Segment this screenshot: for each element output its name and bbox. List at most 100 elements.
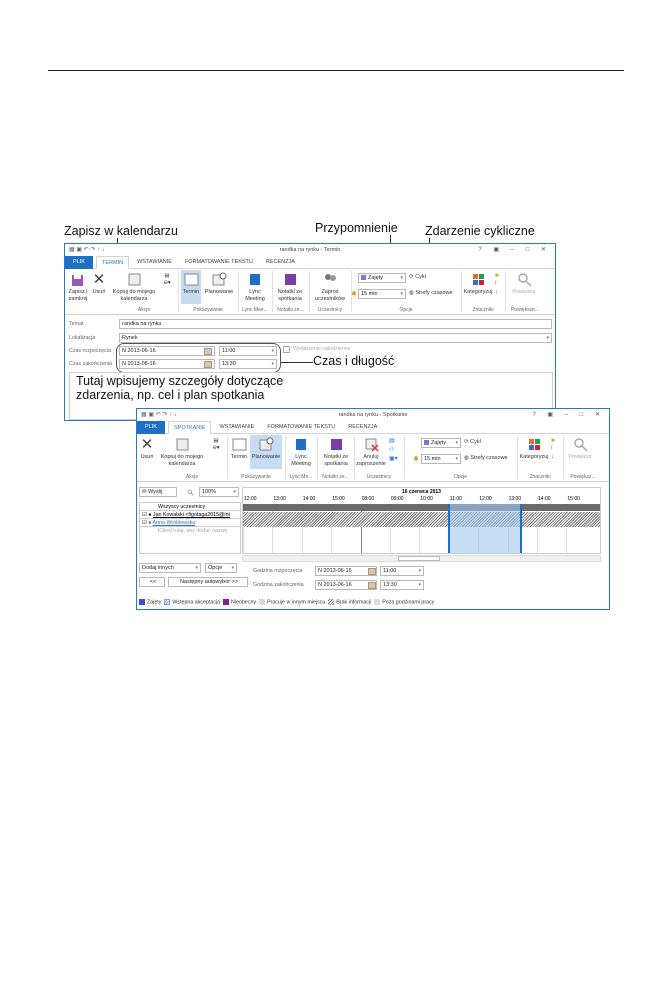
hour-label: 14:00 xyxy=(538,496,551,502)
tab-meeting[interactable]: SPOTKANIE xyxy=(168,421,212,434)
tab-review[interactable]: RECENZJA xyxy=(348,424,378,430)
appointment-window: ▦ ▣ ↶ ↷ ↑ ↓ randka na rynku - Termin ? ▣… xyxy=(64,243,556,421)
delete-button[interactable]: ✕ Usuń xyxy=(140,436,154,460)
window-controls[interactable]: ? ▣ – □ ✕ xyxy=(532,412,605,418)
tab-format[interactable]: FORMATOWANIE TEKSTU xyxy=(184,259,253,265)
recurrence-button[interactable]: ⟳ Cykl xyxy=(464,439,481,445)
callout-save: Zapisz w kalendarzu xyxy=(64,224,178,238)
zoom-button[interactable]: Powiększ xyxy=(509,272,539,296)
free-busy-grid[interactable]: 16 czerwca 2013 12:00 13:00 14:00 15:00 08:0… xyxy=(242,487,601,554)
hour-label: 09:00 xyxy=(391,496,404,502)
calendar-icon xyxy=(204,348,212,355)
window-controls[interactable]: ? ▣ – □ ✕ xyxy=(478,247,551,253)
tab-file[interactable]: PLIK xyxy=(65,256,93,269)
bell-icon xyxy=(352,291,356,297)
quick-access-icons[interactable]: ▦ ▣ ↶ ↷ ↑ ↓ xyxy=(141,412,177,418)
show-as-select[interactable]: Zajęty ▾ xyxy=(358,273,406,283)
meeting-time-selection[interactable] xyxy=(448,504,522,553)
tab-file[interactable]: PLIK xyxy=(137,421,165,434)
subject-input[interactable]: randka na rynku xyxy=(119,319,552,329)
forward-icon[interactable]: ▤ ⊖▾ xyxy=(212,438,220,451)
reminder-select[interactable]: 15 min ▾ xyxy=(358,289,406,299)
time-zones-button[interactable]: ◍ Strefy czasowe xyxy=(409,290,453,296)
zoom-button[interactable]: Powiększ xyxy=(565,437,595,461)
add-others-select[interactable]: Dodaj innych ▾ xyxy=(139,563,201,573)
hour-label: 12:00 xyxy=(244,496,257,502)
tab-review[interactable]: RECENZJA xyxy=(265,259,295,265)
tab-insert[interactable]: WSTAWIANIE xyxy=(137,259,172,265)
time-zones-button[interactable]: ◍ Strefy czasowe xyxy=(464,455,508,461)
cancel-calendar-icon xyxy=(365,438,379,452)
recurrence-button[interactable]: ⟳ Cykl xyxy=(409,274,426,280)
hour-gridline xyxy=(390,504,391,553)
magnifier-icon xyxy=(517,273,532,287)
reminder-select[interactable]: 15 min ▾ xyxy=(421,454,461,464)
callout-reminder: Przypomnienie xyxy=(315,221,398,235)
start-date-input[interactable]: N 2013-06-16 xyxy=(315,566,377,576)
end-date-input[interactable]: N 2013-06-16 xyxy=(315,580,377,590)
add-attendee-input[interactable]: Kliknij tutaj, aby dodać nazwę xyxy=(158,528,228,534)
hour-label: 14:00 xyxy=(302,496,316,502)
meeting-notes-button[interactable]: Notatki ze spotkania xyxy=(319,437,353,468)
lync-meeting-button[interactable]: Lync Meeting xyxy=(241,272,269,303)
previous-autopick-button[interactable]: << xyxy=(139,577,165,587)
delete-button[interactable]: ✕ Usuń xyxy=(92,271,106,295)
meeting-window: ▦ ▣ ↶ ↷ ↑ ↓ randka na rynku - Spotkanie … xyxy=(136,408,610,610)
location-input[interactable]: Rynek ▾ xyxy=(119,333,552,343)
hour-label: 10:00 xyxy=(420,496,433,502)
appointment-view-button[interactable]: Termin xyxy=(229,437,249,461)
delete-icon: ✕ xyxy=(140,436,154,453)
meeting-notes-button[interactable]: Notatki ze spotkania xyxy=(273,272,307,303)
calendar-icon xyxy=(128,273,140,286)
window-title: randka na rynku - Termin xyxy=(279,247,341,253)
send-button[interactable]: ✉ Wyślij xyxy=(139,487,177,497)
all-day-checkbox[interactable] xyxy=(283,346,290,353)
ribbon: ✕ Usuń Kopiuj do mojego kalendarza ▤ ⊖▾ Te… xyxy=(137,434,609,482)
horizontal-scrollbar[interactable] xyxy=(242,555,601,562)
attendee-row[interactable]: ☑ ● Jan Kowalski <figotaga2015@int xyxy=(140,511,240,519)
hour-label: 12:00 xyxy=(479,496,492,502)
cancel-invitation-button[interactable]: Anuluj zaproszenie xyxy=(355,437,387,468)
calendar-icon xyxy=(368,582,376,589)
forward-icon[interactable]: ▤ ⊖▾ xyxy=(163,273,171,286)
grid-icon xyxy=(184,273,198,286)
attendee-tools-icons[interactable]: ▤ ⚇ ▣▾ xyxy=(389,438,398,462)
end-date-input[interactable]: N 2013-06-16 xyxy=(119,359,215,369)
zoom-icon xyxy=(187,489,194,496)
copy-to-calendar-button[interactable]: Kopiuj do mojego kalendarza xyxy=(157,437,207,468)
attendee-row[interactable]: ☑ ● Anna Wróblewska xyxy=(140,519,240,527)
flags-icons[interactable]: ■! ↓ xyxy=(551,438,555,460)
scheduling-button[interactable]: Planowanie xyxy=(250,435,282,469)
end-time-select[interactable]: 13:30 ▾ xyxy=(380,580,424,590)
zoom-select[interactable]: 100% ▾ xyxy=(199,487,239,497)
flags-icons[interactable]: ■! ↓ xyxy=(495,273,499,295)
next-autopick-button[interactable]: Następny autowybór >> xyxy=(168,577,248,587)
hour-gridline xyxy=(537,504,538,553)
save-close-button[interactable]: Zapisz i zamknij xyxy=(67,272,89,303)
appointment-view-button[interactable]: Termin xyxy=(181,270,201,304)
hour-gridline xyxy=(331,504,333,553)
hour-gridline xyxy=(566,504,568,553)
categorize-button[interactable]: Kategoryzuj xyxy=(463,272,493,296)
onenote-icon xyxy=(284,274,296,285)
start-date-input[interactable]: N 2013-06-16 xyxy=(119,346,215,356)
tab-appointment[interactable]: TERMIN xyxy=(96,256,130,269)
quick-access-icons[interactable]: ▦ ▣ ↶ ↷ ↑ ↓ xyxy=(69,247,105,253)
scheduling-button[interactable]: Planowanie xyxy=(203,272,235,296)
end-label: Godzina zakończenia xyxy=(253,582,304,588)
categorize-button[interactable]: Kategoryzuj xyxy=(519,437,549,461)
invite-attendees-button[interactable]: Zaproś uczestników xyxy=(311,272,349,303)
end-time-select[interactable]: 13:30 ▾ xyxy=(219,359,277,369)
show-as-select[interactable]: Zajęty ▾ xyxy=(421,438,461,448)
globe-icon: ◍ xyxy=(409,290,414,296)
lync-meeting-button[interactable]: Lync Meeting xyxy=(287,437,315,468)
categories-icon xyxy=(472,274,484,285)
start-time-select[interactable]: 11:00 ▾ xyxy=(380,566,424,576)
options-select[interactable]: Opcje ▾ xyxy=(205,563,237,573)
tab-format[interactable]: FORMATOWANIE TEKSTU xyxy=(267,424,336,430)
copy-to-calendar-button[interactable]: Kopiuj do mojego kalendarza xyxy=(110,272,158,303)
recurrence-icon: ⟳ xyxy=(409,274,414,280)
tab-insert[interactable]: WSTAWIANIE xyxy=(219,424,255,430)
start-time-select[interactable]: 11:00 ▾ xyxy=(219,346,277,356)
title-bar: ▦ ▣ ↶ ↷ ↑ ↓ randka na rynku - Spotkanie … xyxy=(137,409,609,421)
